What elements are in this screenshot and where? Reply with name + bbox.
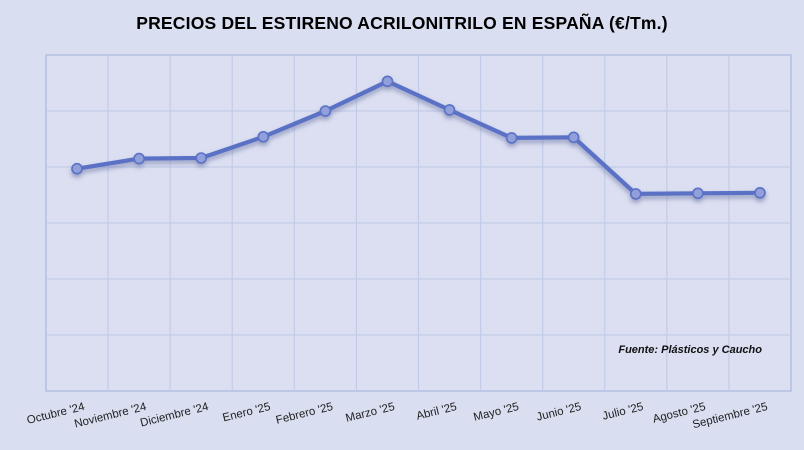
data-point-marker	[71, 162, 83, 175]
price-series	[71, 75, 766, 200]
data-point-marker	[692, 187, 704, 200]
data-point-marker	[133, 152, 145, 165]
data-point-marker	[629, 188, 642, 200]
data-point-marker	[567, 131, 580, 144]
source-note: Fuente: Plásticos y Caucho	[618, 344, 762, 356]
data-point-marker	[195, 152, 207, 164]
data-point-marker	[505, 132, 518, 144]
chart-title: PRECIOS DEL ESTIRENO ACRILONITRILO EN ES…	[136, 13, 668, 33]
data-point-marker	[754, 187, 766, 199]
data-point-marker	[381, 75, 394, 88]
price-line	[74, 79, 763, 196]
data-point-marker	[443, 104, 456, 116]
data-point-marker	[257, 131, 270, 143]
data-point-marker	[319, 105, 332, 117]
